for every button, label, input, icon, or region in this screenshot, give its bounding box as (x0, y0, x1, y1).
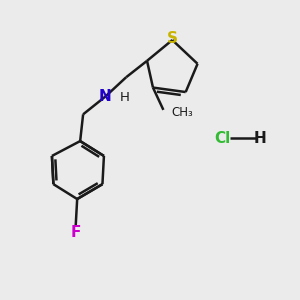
Text: CH₃: CH₃ (172, 106, 194, 119)
Text: N: N (99, 89, 112, 104)
Text: S: S (167, 31, 178, 46)
Text: Cl: Cl (215, 130, 231, 146)
Text: H: H (254, 130, 266, 146)
Text: H: H (120, 92, 130, 104)
Text: F: F (70, 225, 81, 240)
